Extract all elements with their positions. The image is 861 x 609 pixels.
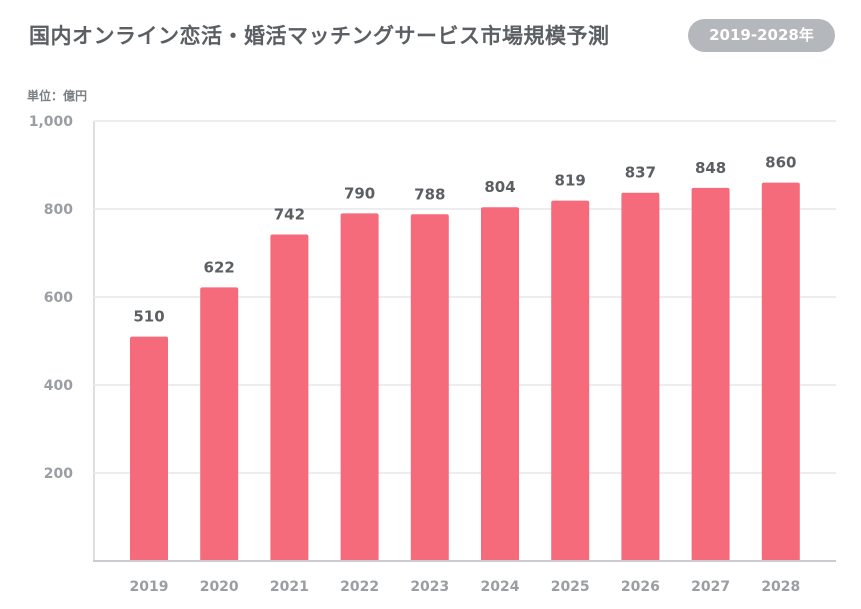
bar bbox=[691, 187, 730, 561]
x-tick-label: 2027 bbox=[691, 579, 730, 595]
data-label: 848 bbox=[695, 159, 726, 177]
x-tick-label: 2020 bbox=[200, 579, 239, 595]
y-tick-label: 1,000 bbox=[29, 114, 74, 130]
y-tick-label: 800 bbox=[44, 202, 73, 218]
data-label: 510 bbox=[133, 308, 164, 326]
x-tick-label: 2023 bbox=[410, 579, 449, 595]
unit-label: 単位：億円 bbox=[27, 89, 88, 103]
data-label: 790 bbox=[344, 184, 375, 202]
bar bbox=[551, 200, 590, 561]
data-label: 837 bbox=[625, 164, 656, 182]
bar bbox=[410, 214, 449, 561]
x-tick-label: 2025 bbox=[551, 579, 590, 595]
x-tick-label: 2021 bbox=[270, 579, 309, 595]
data-label: 788 bbox=[414, 185, 445, 203]
x-tick-label: 2022 bbox=[340, 579, 379, 595]
y-tick-label: 600 bbox=[44, 290, 73, 306]
x-tick-label: 2019 bbox=[130, 579, 169, 595]
bar bbox=[481, 207, 519, 562]
bar bbox=[340, 213, 379, 561]
period-badge: 2019-2028年 bbox=[688, 19, 835, 52]
bar bbox=[130, 336, 168, 561]
x-tick-label: 2024 bbox=[481, 579, 520, 595]
chart-title: 国内オンライン恋活・婚活マッチングサービス市場規模予測 bbox=[29, 24, 610, 48]
x-axis-ticks: 2019 2020 2021 2022 2023 2024 2025 2026 2027 2028 bbox=[130, 579, 801, 595]
y-axis-ticks: 200 400 600 800 1,000 bbox=[29, 114, 74, 482]
data-label: 742 bbox=[274, 206, 305, 224]
data-label: 819 bbox=[555, 172, 586, 190]
bar bbox=[270, 234, 309, 561]
x-tick-label: 2026 bbox=[621, 579, 660, 595]
y-tick-label: 200 bbox=[44, 466, 73, 482]
data-label: 804 bbox=[484, 178, 515, 196]
data-label: 622 bbox=[204, 258, 235, 276]
data-label: 860 bbox=[765, 154, 796, 172]
bar bbox=[200, 287, 239, 561]
x-tick-label: 2028 bbox=[761, 579, 800, 595]
bar bbox=[761, 182, 800, 561]
y-tick-label: 400 bbox=[44, 378, 73, 394]
bar bbox=[621, 192, 660, 561]
data-labels: 510 622 742 790 788 804 819 837 848 860 bbox=[133, 154, 796, 326]
bars bbox=[130, 182, 800, 562]
